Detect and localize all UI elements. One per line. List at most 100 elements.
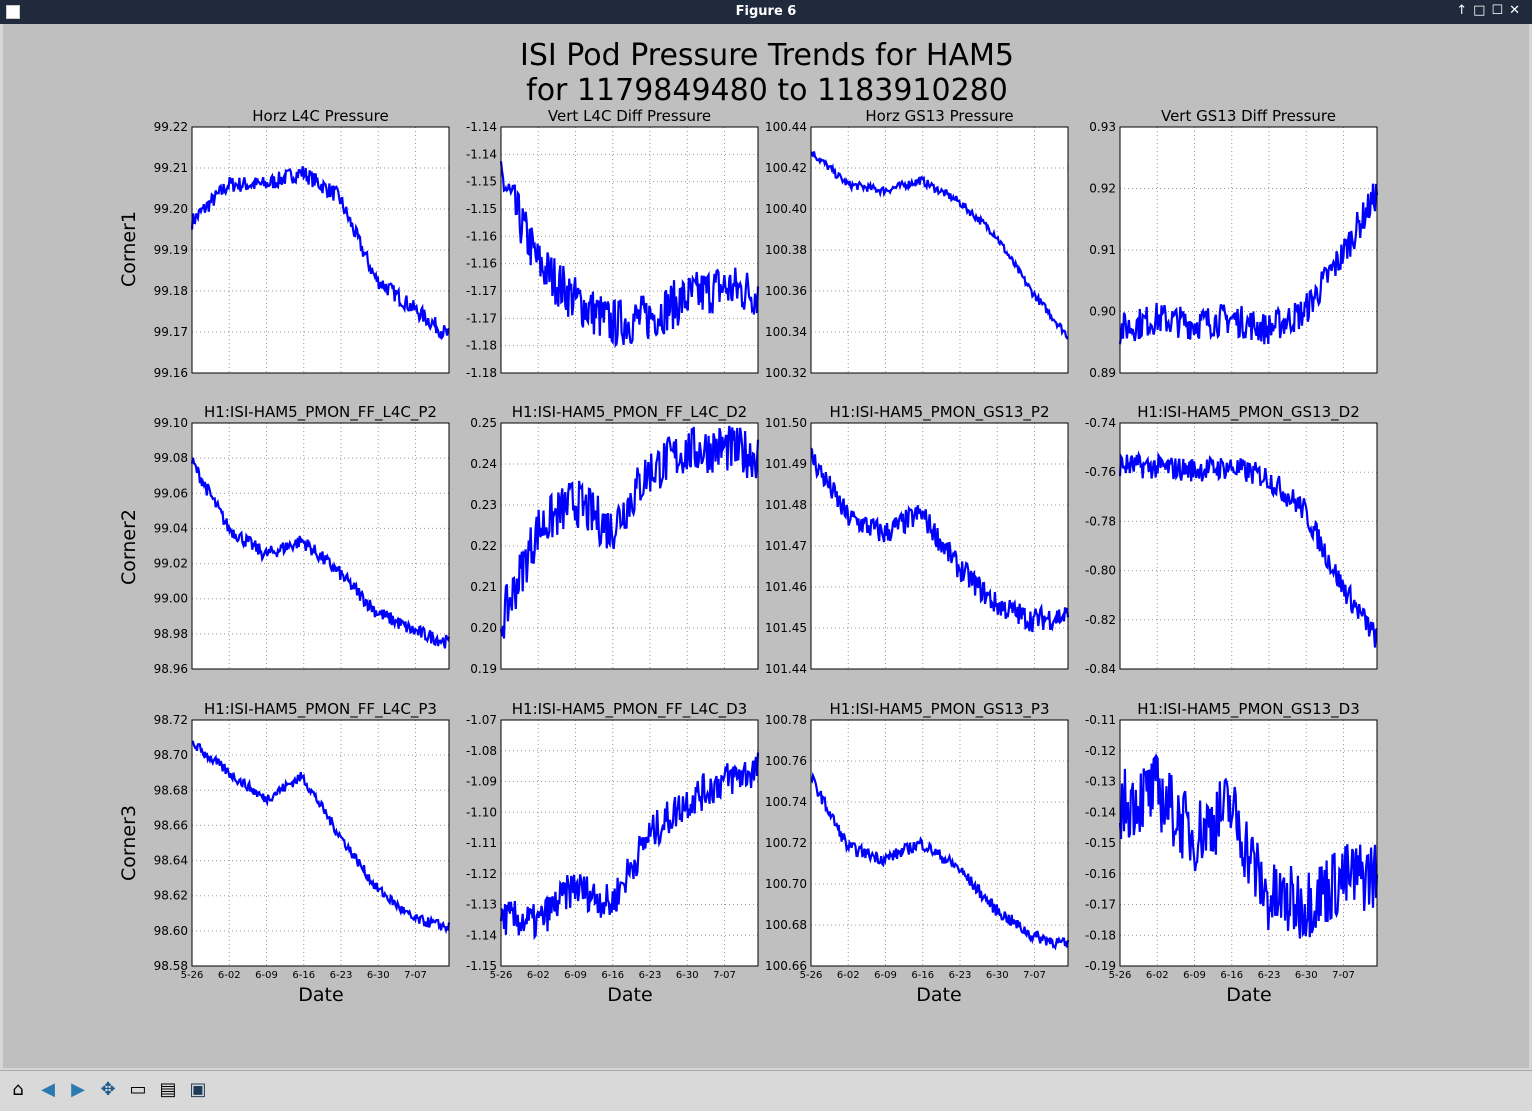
subplot-title-9: H1:ISI-HAM5_PMON_FF_L4C_D3 bbox=[512, 700, 747, 719]
forward-icon[interactable]: ▶ bbox=[71, 1079, 85, 1100]
xtick-10-3: 6-16 bbox=[911, 970, 934, 981]
ytick-7-3: -0.80 bbox=[1085, 564, 1116, 578]
ytick-5-6: 0.19 bbox=[470, 662, 497, 676]
subplot-title-3: Vert GS13 Diff Pressure bbox=[1161, 107, 1336, 125]
ytick-1-5: -1.16 bbox=[466, 257, 497, 271]
maximize-icon[interactable]: ☐ bbox=[1491, 3, 1510, 18]
xtick-11-4: 6-23 bbox=[1258, 970, 1281, 981]
back-icon[interactable]: ◀ bbox=[41, 1079, 55, 1100]
xtick-10-1: 6-02 bbox=[837, 970, 860, 981]
ytick-9-5: -1.12 bbox=[466, 867, 497, 881]
pan-icon[interactable]: ✥ bbox=[100, 1079, 116, 1100]
ytick-11-1: -0.12 bbox=[1085, 744, 1116, 758]
ytick-2-1: 100.42 bbox=[765, 161, 807, 175]
plot-area-8 bbox=[192, 720, 449, 966]
xtick-8-0: 5-26 bbox=[181, 970, 204, 981]
ytick-3-0: 0.93 bbox=[1089, 120, 1116, 134]
ytick-6-5: 101.45 bbox=[765, 621, 807, 635]
figure-canvas[interactable]: ISI Pod Pressure Trends for HAM5 for 117… bbox=[3, 24, 1529, 1068]
window-menu-icon[interactable] bbox=[6, 5, 20, 19]
ytick-1-0: -1.14 bbox=[466, 120, 497, 134]
window-title: Figure 6 bbox=[735, 4, 797, 19]
ytick-11-0: -0.11 bbox=[1085, 713, 1116, 727]
xtick-8-6: 7-07 bbox=[404, 970, 427, 981]
ytick-2-4: 100.36 bbox=[765, 284, 807, 298]
ytick-9-3: -1.10 bbox=[466, 805, 497, 819]
ytick-6-3: 101.47 bbox=[765, 539, 807, 553]
subplot-title-8: H1:ISI-HAM5_PMON_FF_L4C_P3 bbox=[204, 700, 437, 719]
ytick-1-9: -1.18 bbox=[466, 366, 497, 380]
ytick-0-0: 99.22 bbox=[154, 120, 188, 134]
xtick-10-4: 6-23 bbox=[949, 970, 972, 981]
ytick-4-6: 98.98 bbox=[154, 627, 188, 641]
subplot-title-2: Horz GS13 Pressure bbox=[865, 107, 1013, 125]
ytick-7-2: -0.78 bbox=[1085, 514, 1116, 528]
configure-subplots-icon[interactable]: ▤ bbox=[159, 1079, 177, 1100]
plot-frame-10 bbox=[810, 719, 1069, 967]
ytick-8-6: 98.60 bbox=[154, 924, 188, 938]
ytick-6-1: 101.49 bbox=[765, 457, 807, 471]
ytick-5-0: 0.25 bbox=[470, 416, 497, 430]
ytick-11-2: -0.13 bbox=[1085, 775, 1116, 789]
ytick-11-6: -0.17 bbox=[1085, 898, 1116, 912]
home-icon[interactable]: ⌂ bbox=[12, 1079, 24, 1100]
ytick-0-2: 99.20 bbox=[154, 202, 188, 216]
ytick-6-0: 101.50 bbox=[765, 416, 807, 430]
close-icon[interactable]: ✕ bbox=[1509, 3, 1526, 18]
figure-suptitle-line2: for 1179849480 to 1183910280 bbox=[526, 73, 1008, 108]
xtick-9-2: 6-09 bbox=[564, 970, 587, 981]
ytick-9-0: -1.07 bbox=[466, 713, 497, 727]
ytick-11-5: -0.16 bbox=[1085, 867, 1116, 881]
xlabel-date-2: Date bbox=[607, 984, 652, 1006]
ytick-3-1: 0.92 bbox=[1089, 182, 1116, 196]
plot-frame-2 bbox=[810, 126, 1069, 374]
ytick-1-4: -1.16 bbox=[466, 229, 497, 243]
ytick-2-0: 100.44 bbox=[765, 120, 807, 134]
ytick-7-0: -0.74 bbox=[1085, 416, 1116, 430]
ytick-10-0: 100.78 bbox=[765, 713, 807, 727]
xtick-9-3: 6-16 bbox=[601, 970, 624, 981]
ytick-11-7: -0.18 bbox=[1085, 928, 1116, 942]
ytick-11-4: -0.15 bbox=[1085, 836, 1116, 850]
series-line-9 bbox=[499, 752, 760, 941]
ytick-9-7: -1.14 bbox=[466, 928, 497, 942]
row-label-corner3: Corner3 bbox=[118, 805, 140, 881]
plot-frame-8 bbox=[191, 719, 450, 967]
series-line-11 bbox=[1118, 752, 1379, 939]
xtick-8-1: 6-02 bbox=[218, 970, 241, 981]
series-line-4 bbox=[190, 457, 451, 649]
ytick-6-6: 101.44 bbox=[765, 662, 807, 676]
ytick-8-1: 98.70 bbox=[154, 748, 188, 762]
plot-frame-1 bbox=[500, 126, 759, 374]
window-controls[interactable]: ↑□☐✕ bbox=[1456, 3, 1526, 18]
ytick-9-2: -1.09 bbox=[466, 775, 497, 789]
ytick-4-7: 98.96 bbox=[154, 662, 188, 676]
plot-frame-9 bbox=[500, 719, 759, 967]
figure-suptitle-line1: ISI Pod Pressure Trends for HAM5 bbox=[520, 38, 1014, 73]
ytick-8-2: 98.68 bbox=[154, 783, 188, 797]
xtick-11-0: 5-26 bbox=[1109, 970, 1132, 981]
raise-icon[interactable]: ↑ bbox=[1456, 3, 1474, 18]
ytick-3-2: 0.91 bbox=[1089, 243, 1116, 257]
subplot-title-1: Vert L4C Diff Pressure bbox=[548, 107, 711, 125]
zoom-icon[interactable]: ▭ bbox=[129, 1079, 147, 1100]
xlabel-date-1: Date bbox=[298, 984, 343, 1006]
xtick-10-2: 6-09 bbox=[874, 970, 897, 981]
xlabel-date-3: Date bbox=[916, 984, 961, 1006]
subplot-title-0: Horz L4C Pressure bbox=[252, 107, 388, 125]
ytick-0-6: 99.16 bbox=[154, 366, 188, 380]
save-icon[interactable]: ▣ bbox=[189, 1079, 207, 1100]
ytick-9-1: -1.08 bbox=[466, 744, 497, 758]
series-line-2 bbox=[810, 151, 1069, 340]
xtick-9-1: 6-02 bbox=[527, 970, 550, 981]
ytick-10-3: 100.72 bbox=[765, 836, 807, 850]
ytick-10-6: 100.66 bbox=[765, 959, 807, 973]
plot-frame-4 bbox=[191, 422, 450, 670]
ytick-10-1: 100.76 bbox=[765, 754, 807, 768]
xtick-11-3: 6-16 bbox=[1220, 970, 1243, 981]
ytick-9-6: -1.13 bbox=[466, 898, 497, 912]
ytick-3-4: 0.89 bbox=[1089, 366, 1116, 380]
xtick-10-5: 6-30 bbox=[986, 970, 1009, 981]
plot-frame-0 bbox=[191, 126, 450, 374]
minimize-icon[interactable]: □ bbox=[1473, 3, 1492, 18]
